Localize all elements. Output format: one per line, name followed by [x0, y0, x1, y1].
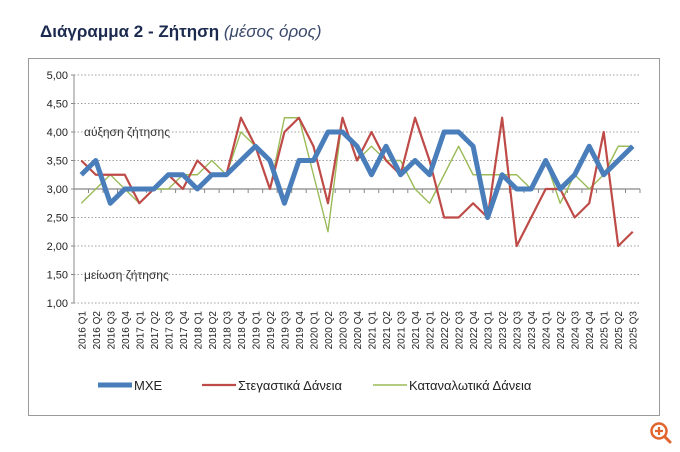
legend-label: Στεγαστικά Δάνεια [238, 378, 343, 393]
x-tick-label: 2021 Q3 [397, 311, 408, 350]
x-tick-label: 2016 Q3 [106, 311, 117, 350]
x-tick-label: 2024 Q1 [542, 311, 553, 350]
x-tick-label: 2018 Q3 [222, 311, 233, 350]
legend-label: ΜΧΕ [134, 378, 163, 393]
y-tick-label: 4,00 [47, 127, 68, 139]
x-tick-label: 2017 Q2 [150, 311, 161, 350]
y-tick-label: 3,00 [47, 184, 68, 196]
x-tick-label: 2017 Q1 [135, 311, 146, 350]
x-tick-label: 2021 Q1 [368, 311, 379, 350]
x-tick-label: 2024 Q2 [556, 311, 567, 350]
y-tick-label: 1,00 [47, 298, 68, 310]
x-tick-label: 2019 Q3 [280, 311, 291, 350]
x-tick-label: 2016 Q2 [92, 311, 103, 350]
x-tick-label: 2025 Q2 [614, 311, 625, 350]
y-tick-label: 1,50 [47, 270, 68, 282]
x-tick-label: 2023 Q4 [527, 311, 538, 350]
x-tick-label: 2023 Q3 [513, 311, 524, 350]
zoom-in-icon[interactable] [649, 421, 673, 450]
y-tick-label: 5,00 [47, 70, 68, 82]
y-tick-label: 2,00 [47, 241, 68, 253]
x-tick-label: 2024 Q3 [571, 311, 582, 350]
x-tick-label: 2023 Q1 [484, 311, 495, 350]
x-tick-label: 2022 Q1 [426, 311, 437, 350]
x-tick-label: 2023 Q2 [498, 311, 509, 350]
x-tick-label: 2020 Q2 [324, 311, 335, 350]
x-tick-label: 2020 Q4 [353, 311, 364, 350]
x-tick-label: 2024 Q4 [585, 311, 596, 350]
x-tick-label: 2018 Q4 [237, 311, 248, 350]
x-tick-label: 2016 Q1 [77, 311, 88, 350]
x-tick-label: 2021 Q2 [382, 311, 393, 350]
title-sub: (μέσος όρος) [223, 22, 322, 41]
annotation-increase: αύξηση ζήτησης [84, 125, 170, 139]
x-tick-label: 2019 Q2 [266, 311, 277, 350]
x-tick-label: 2017 Q3 [164, 311, 175, 350]
x-tick-label: 2020 Q1 [309, 311, 320, 350]
x-tick-label: 2025 Q1 [600, 311, 611, 350]
chart-title: Διάγραμμα 2 - Ζήτηση (μέσος όρος) [40, 22, 322, 42]
y-tick-label: 4,50 [47, 99, 68, 111]
annotation-decrease: μείωση ζήτησης [84, 268, 169, 282]
x-tick-label: 2019 Q4 [295, 311, 306, 350]
x-tick-label: 2016 Q4 [121, 311, 132, 350]
x-tick-label: 2018 Q1 [193, 311, 204, 350]
title-main: Διάγραμμα 2 - Ζήτηση [40, 22, 220, 41]
x-tick-label: 2020 Q3 [338, 311, 349, 350]
x-tick-label: 2022 Q2 [440, 311, 451, 350]
legend-label: Καταναλωτικά Δάνεια [409, 378, 532, 393]
x-tick-label: 2025 Q3 [629, 311, 640, 350]
chart-frame [28, 58, 660, 416]
y-tick-label: 3,50 [47, 156, 68, 168]
y-tick-label: 2,50 [47, 213, 68, 225]
x-tick-label: 2017 Q4 [179, 311, 190, 350]
x-tick-label: 2018 Q2 [208, 311, 219, 350]
x-tick-label: 2022 Q3 [455, 311, 466, 350]
x-tick-label: 2019 Q1 [251, 311, 262, 350]
x-tick-label: 2022 Q4 [469, 311, 480, 350]
x-tick-label: 2021 Q4 [411, 311, 422, 350]
